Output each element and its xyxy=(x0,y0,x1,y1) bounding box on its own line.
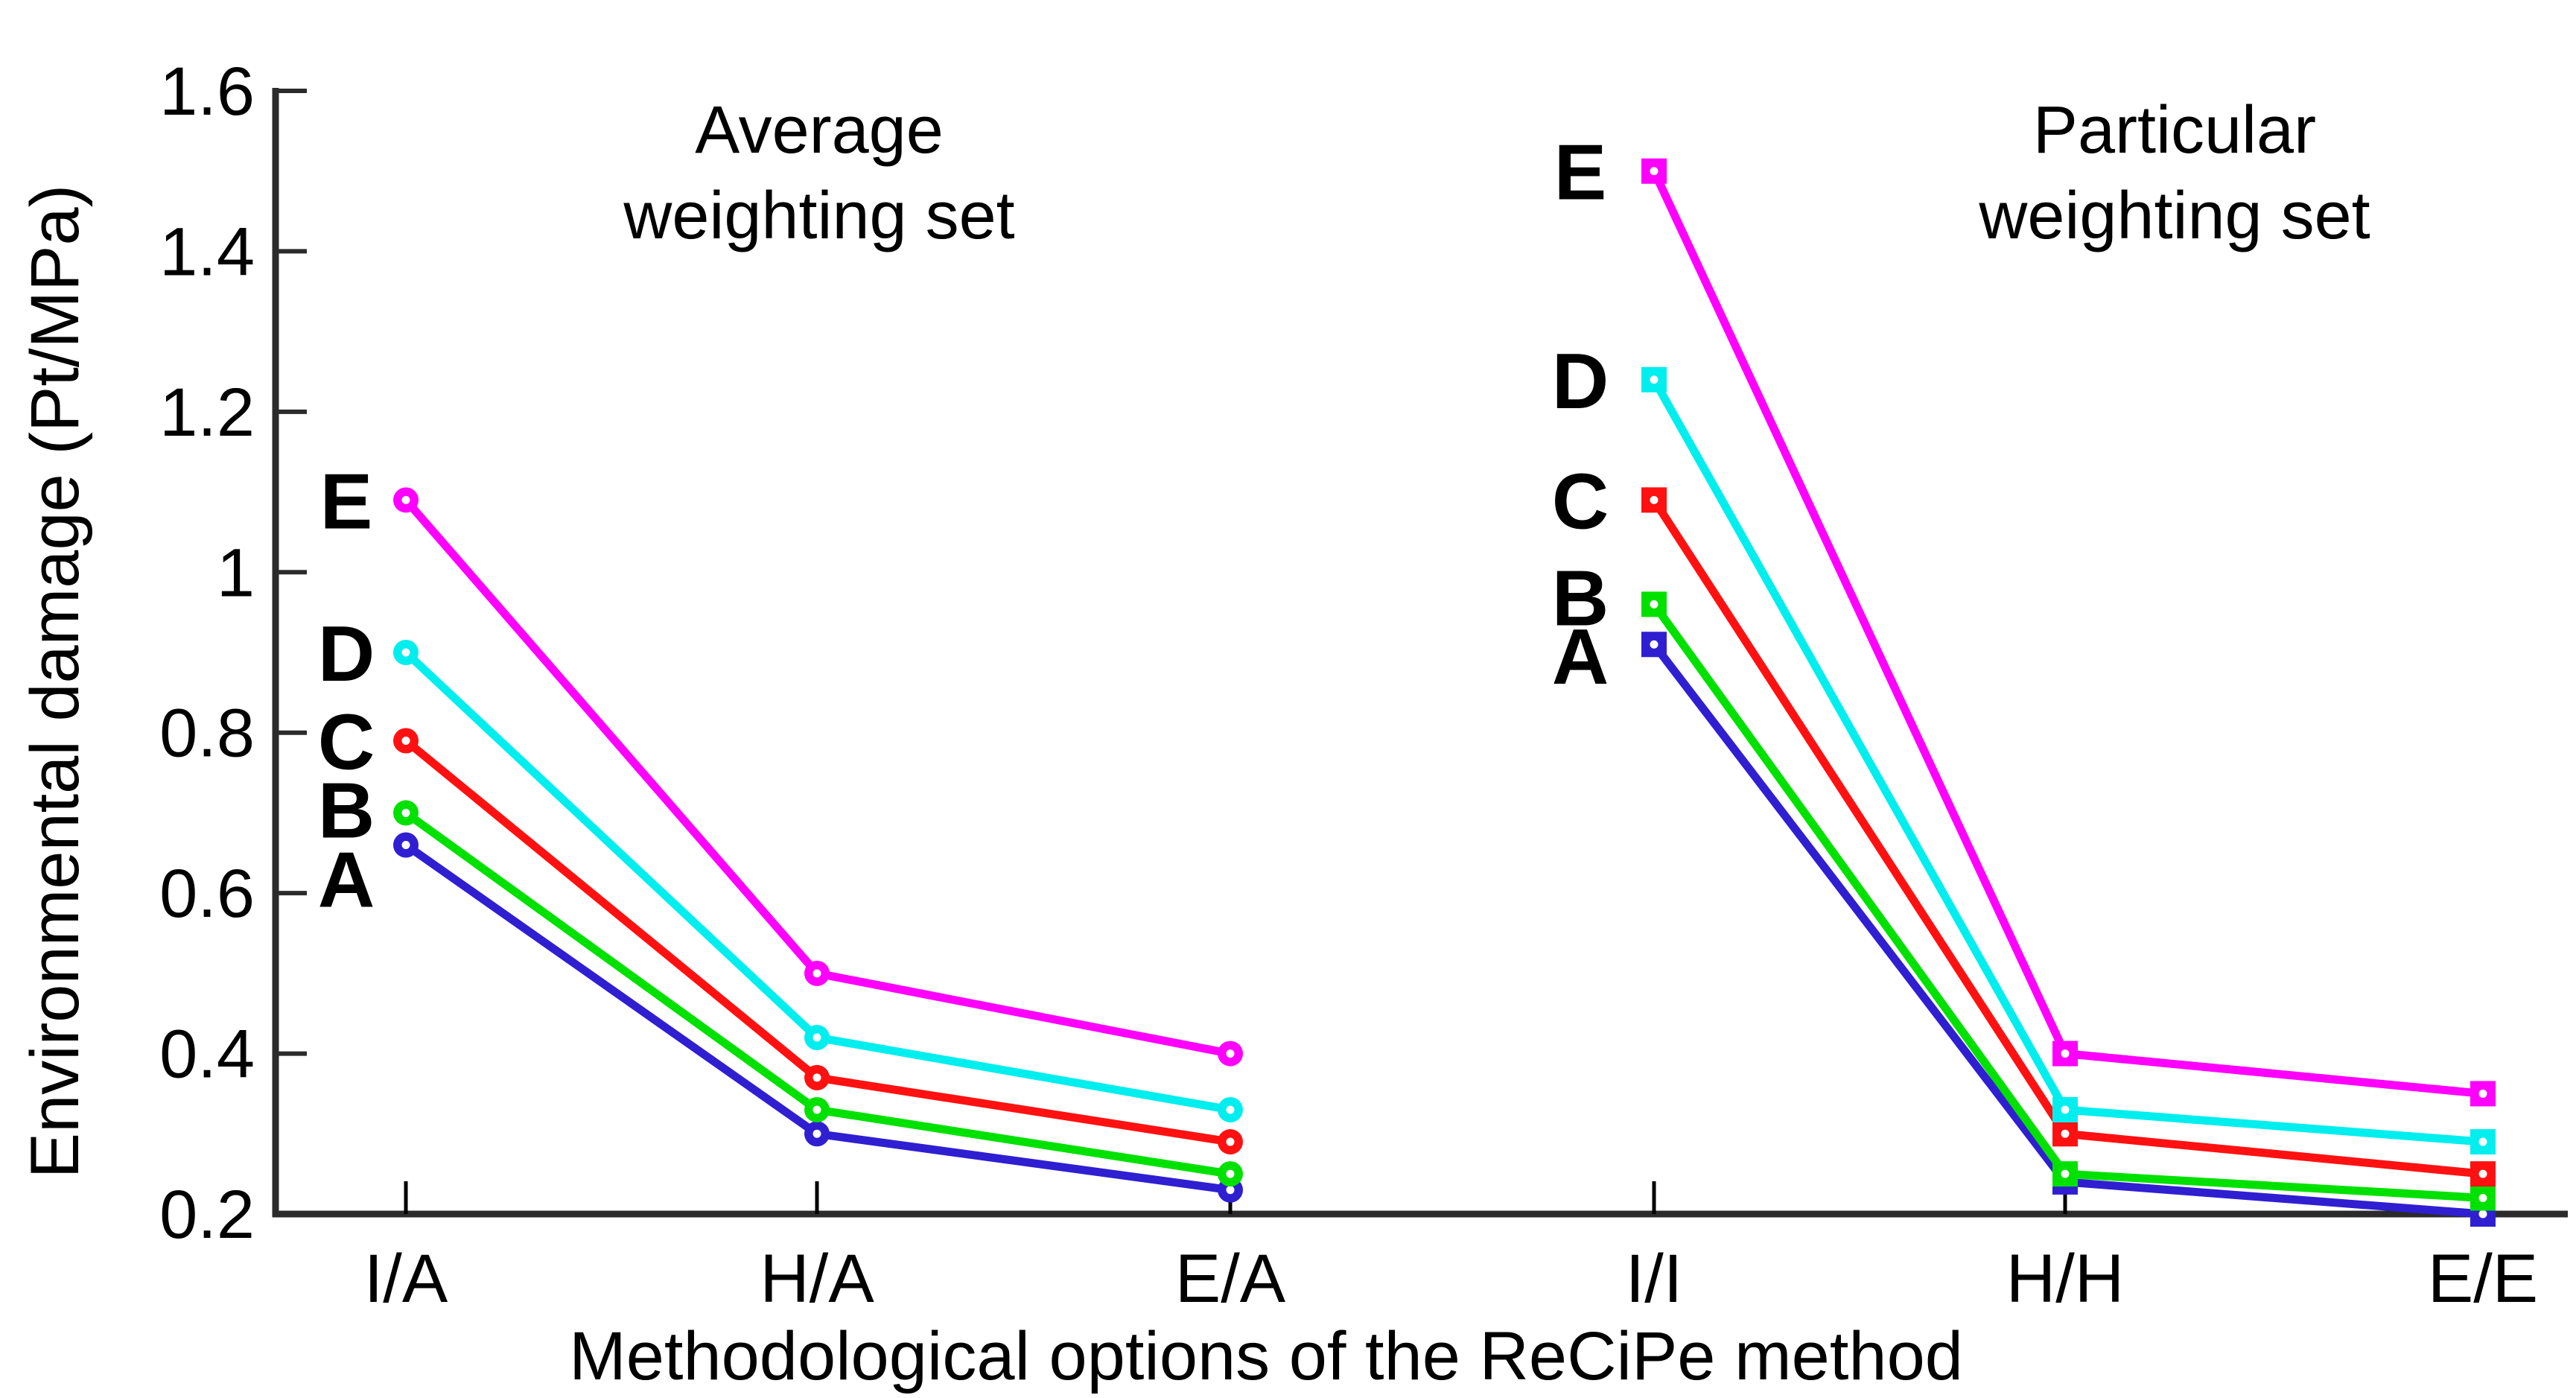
series-line-E xyxy=(1650,169,2484,1098)
series-label-B: B xyxy=(1552,554,1609,642)
marker-hole xyxy=(401,808,410,817)
marker-hole xyxy=(2061,1129,2070,1138)
series-label-A: A xyxy=(318,836,375,924)
y-tick-label: 0.6 xyxy=(159,856,255,932)
x-tick-label: E/E xyxy=(2428,1241,2538,1317)
marker-hole xyxy=(401,648,410,657)
series-label-C: C xyxy=(1552,457,1609,545)
x-tick-label: H/A xyxy=(760,1241,874,1317)
series-label-B: B xyxy=(318,766,375,854)
marker-hole xyxy=(1650,600,1659,609)
marker-hole xyxy=(2478,1169,2487,1178)
marker-hole xyxy=(1650,167,1659,176)
marker-hole xyxy=(1226,1137,1235,1146)
marker-hole xyxy=(2061,1105,2070,1114)
marker-hole xyxy=(401,841,410,850)
marker-hole xyxy=(812,1033,821,1042)
panel-title-average-line1: Average xyxy=(695,93,944,168)
marker-hole xyxy=(1226,1105,1235,1114)
panel-title-particular-line1: Particular xyxy=(2033,93,2316,168)
marker-hole xyxy=(2478,1210,2487,1219)
series-label-A: A xyxy=(1552,613,1609,701)
panel-title-average-line2: weighting set xyxy=(623,179,1014,253)
series-label-E: E xyxy=(1554,129,1607,217)
marker-hole xyxy=(401,495,410,504)
series-line-D xyxy=(1650,378,2484,1146)
y-tick-label: 0.2 xyxy=(159,1177,255,1253)
series-label-E: E xyxy=(320,457,373,545)
y-axis-title: Environmental damage (Pt/MPa) xyxy=(17,185,93,1179)
marker-hole xyxy=(1650,495,1659,504)
x-axis-title: Methodological options of the ReCiPe met… xyxy=(569,1318,1963,1394)
x-tick-label: E/A xyxy=(1175,1241,1286,1317)
marker-hole xyxy=(1226,1169,1235,1178)
marker-hole xyxy=(2061,1049,2070,1058)
y-tick-label: 1.2 xyxy=(159,375,255,451)
series-label-D: D xyxy=(1552,337,1609,425)
marker-hole xyxy=(1226,1186,1235,1195)
marker-hole xyxy=(2478,1193,2487,1202)
marker-hole xyxy=(812,1105,821,1114)
marker-hole xyxy=(812,1073,821,1082)
y-tick-label: 0.4 xyxy=(159,1017,255,1093)
marker-hole xyxy=(1650,375,1659,384)
series-label-C: C xyxy=(318,698,375,786)
x-tick-label: I/A xyxy=(364,1241,448,1317)
marker-hole xyxy=(2478,1137,2487,1146)
series-label-D: D xyxy=(318,610,375,698)
marker-hole xyxy=(2478,1089,2487,1098)
marker-hole xyxy=(812,1129,821,1138)
y-tick-label: 1 xyxy=(217,535,255,611)
y-tick-label: 1.4 xyxy=(159,214,255,290)
panel-title-particular-line2: weighting set xyxy=(1978,179,2370,253)
marker-hole xyxy=(812,969,821,978)
marker-hole xyxy=(401,736,410,745)
marker-hole xyxy=(1650,640,1659,649)
y-tick-label: 0.8 xyxy=(159,696,255,772)
marker-hole xyxy=(1226,1049,1235,1058)
x-tick-label: H/H xyxy=(2006,1241,2124,1317)
x-tick-label: I/I xyxy=(1626,1241,1683,1317)
y-tick-label: 1.6 xyxy=(159,54,255,130)
marker-hole xyxy=(2061,1169,2070,1178)
